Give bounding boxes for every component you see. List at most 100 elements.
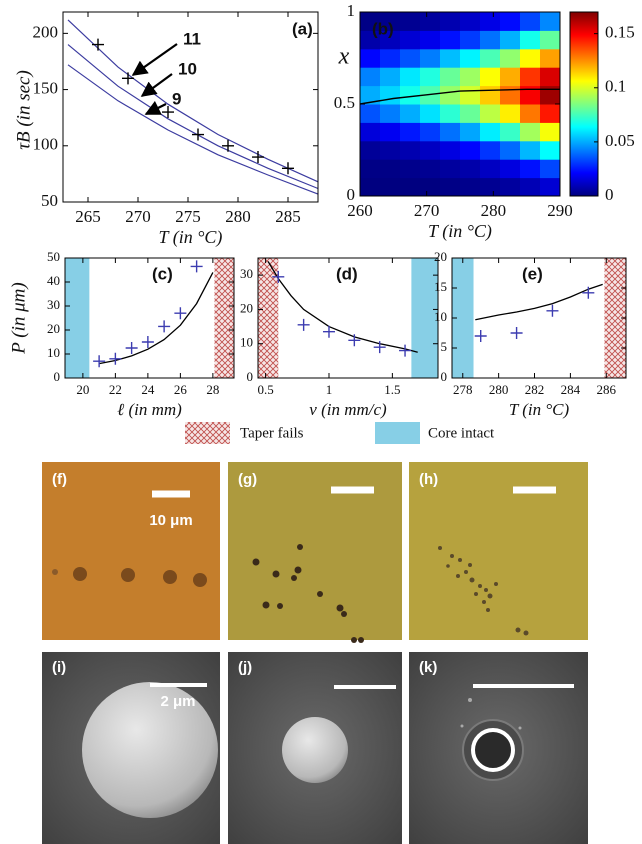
- heat-cell: [500, 141, 521, 160]
- heat-cell: [520, 86, 541, 105]
- heat-cell: [540, 141, 561, 160]
- panel-label: (j): [238, 659, 252, 676]
- y-tick-label: 200: [33, 22, 59, 41]
- y-tick-label: 30: [47, 297, 60, 312]
- x-tick-label: 1: [326, 382, 333, 397]
- panel-label: (f): [52, 471, 67, 488]
- x-tick-label: 286: [597, 382, 617, 397]
- region: [215, 258, 235, 378]
- heat-cell: [380, 141, 401, 160]
- x-axis-label: v (in mm/c): [309, 400, 387, 419]
- colorbar-tick-label: 0: [605, 185, 614, 204]
- x-tick-label: 270: [414, 201, 440, 220]
- heat-cell: [360, 178, 381, 197]
- x-tick-label: 0.5: [257, 382, 273, 397]
- y-tick-label: 0: [247, 369, 254, 384]
- micrograph-h: (h): [409, 462, 588, 640]
- heat-cell: [540, 122, 561, 141]
- region: [65, 258, 89, 378]
- y-tick-label: 10: [47, 345, 60, 360]
- heat-cell: [480, 122, 501, 141]
- x-tick-label: 1.5: [384, 382, 400, 397]
- colorbar-tick-label: 0.15: [605, 23, 635, 42]
- heat-cell: [420, 67, 441, 86]
- y-tick-label: 0.5: [334, 93, 355, 112]
- heat-cell: [500, 178, 521, 197]
- heat-cell: [500, 86, 521, 105]
- heat-cell: [420, 122, 441, 141]
- heat-cell: [460, 67, 481, 86]
- heat-cell: [440, 86, 461, 105]
- panel-label: (k): [419, 659, 437, 676]
- x-axis-label: T (in °C): [509, 400, 570, 419]
- y-axis-label: x: [338, 44, 350, 70]
- heat-cell: [400, 122, 421, 141]
- heat-cell: [380, 122, 401, 141]
- legend: Taper fails Core intact: [185, 422, 495, 444]
- x-tick-label: 275: [175, 207, 201, 226]
- legend-swatch: [185, 422, 230, 444]
- heat-cell: [500, 12, 521, 31]
- y-tick-label: 10: [240, 335, 253, 350]
- y-tick-label: 0: [54, 369, 61, 384]
- y-tick-label: 0: [347, 185, 356, 204]
- x-axis-label: ℓ (in mm): [117, 400, 182, 419]
- y-tick-label: 50: [47, 249, 60, 264]
- heat-cell: [360, 104, 381, 123]
- heat-cell: [440, 141, 461, 160]
- x-tick-label: 280: [225, 207, 251, 226]
- micrograph-f: (f) 10 μm: [42, 462, 220, 640]
- heat-cell: [500, 159, 521, 178]
- micrograph-k: (k): [409, 652, 588, 844]
- y-tick-label: 20: [47, 321, 60, 336]
- heat-cell: [460, 104, 481, 123]
- panel-label: (b): [372, 19, 394, 38]
- curve-label: 11: [183, 29, 201, 48]
- heat-cell: [520, 67, 541, 86]
- x-tick-label: 285: [275, 207, 301, 226]
- heat-cell: [520, 104, 541, 123]
- y-tick-label: 50: [41, 191, 58, 210]
- panel-label: (g): [238, 471, 257, 488]
- x-axis-label: T (in °C): [159, 227, 223, 248]
- x-tick-label: 270: [125, 207, 151, 226]
- heat-cell: [480, 30, 501, 49]
- heat-cell: [520, 141, 541, 160]
- heat-cell: [520, 122, 541, 141]
- x-tick-label: 28: [206, 382, 219, 397]
- heat-cell: [500, 67, 521, 86]
- heat-cell: [420, 104, 441, 123]
- heat-cell: [460, 86, 481, 105]
- x-tick-label: 24: [141, 382, 155, 397]
- heat-cell: [540, 104, 561, 123]
- x-tick-label: 282: [525, 382, 545, 397]
- heat-cell: [440, 104, 461, 123]
- plot-area: [65, 258, 234, 378]
- heat-cell: [480, 12, 501, 31]
- y-axis-label: τB (in sec): [13, 70, 34, 150]
- heat-cell: [360, 122, 381, 141]
- y-tick-label: 5: [441, 339, 448, 354]
- heat-cell: [460, 30, 481, 49]
- heat-cell: [460, 122, 481, 141]
- heat-cell: [400, 49, 421, 68]
- y-tick-label: 30: [240, 266, 253, 281]
- scale-label: 2 μm: [160, 693, 195, 710]
- heat-cell: [440, 67, 461, 86]
- heat-cell: [380, 159, 401, 178]
- y-tick-label: 150: [33, 78, 59, 97]
- heat-cell: [540, 178, 561, 197]
- x-tick-label: 278: [453, 382, 473, 397]
- heat-cell: [420, 49, 441, 68]
- heat-cell: [360, 159, 381, 178]
- y-tick-label: 20: [240, 300, 253, 315]
- heat-cell: [520, 49, 541, 68]
- heat-cell: [540, 30, 561, 49]
- y-tick-label: 100: [33, 135, 59, 154]
- heat-cell: [400, 104, 421, 123]
- heat-cell: [540, 49, 561, 68]
- x-tick-label: 280: [481, 201, 507, 220]
- panel-label: (e): [522, 264, 543, 283]
- micrograph-j: (j): [228, 652, 402, 844]
- heat-cell: [440, 49, 461, 68]
